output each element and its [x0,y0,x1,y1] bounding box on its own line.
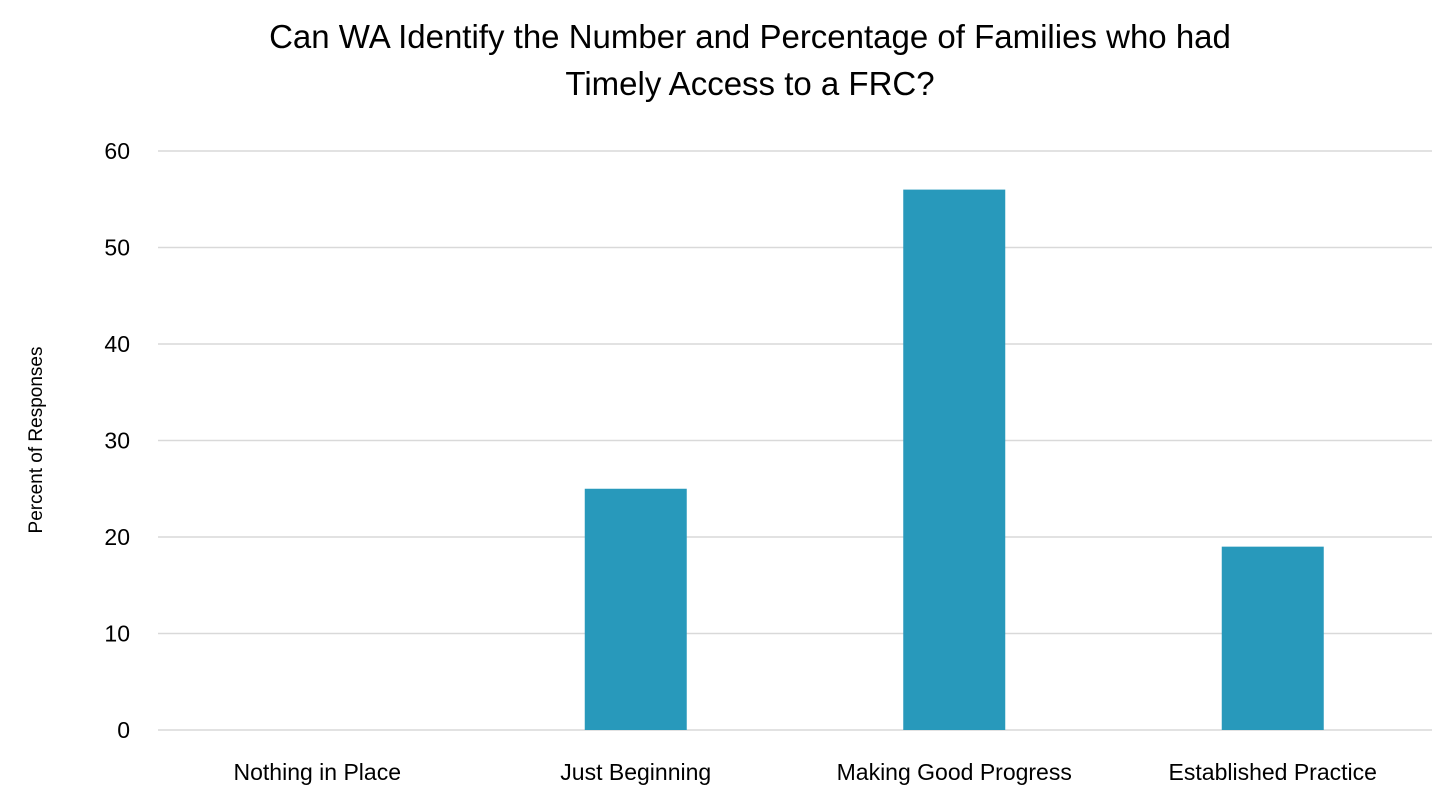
y-tick-label: 60 [104,138,130,164]
bar-making-good-progress [903,189,1006,731]
bar-established-practice [1221,546,1324,730]
y-axis-ticks: 0 10 20 30 40 50 60 [104,138,130,743]
x-category-label: Established Practice [1169,759,1377,785]
gridlines [158,150,1432,731]
y-tick-label: 40 [104,331,130,357]
x-axis-categories: Nothing in Place Just Beginning Making Goo… [234,759,1377,785]
bar-just-beginning [584,488,687,730]
x-category-label: Nothing in Place [234,759,402,785]
y-tick-label: 10 [104,621,130,647]
chart-title: Can WA Identify the Number and Percentag… [269,18,1231,102]
x-category-label: Making Good Progress [837,759,1072,785]
y-axis-label: Percent of Responses [26,347,47,534]
y-tick-label: 50 [104,235,130,261]
chart-title-line-1: Can WA Identify the Number and Percentag… [269,18,1231,55]
y-tick-label: 20 [104,524,130,550]
chart-title-line-2: Timely Access to a FRC? [565,65,934,102]
y-tick-label: 30 [104,428,130,454]
bars [584,189,1324,731]
x-category-label: Just Beginning [560,759,711,785]
y-tick-label: 0 [117,717,130,743]
